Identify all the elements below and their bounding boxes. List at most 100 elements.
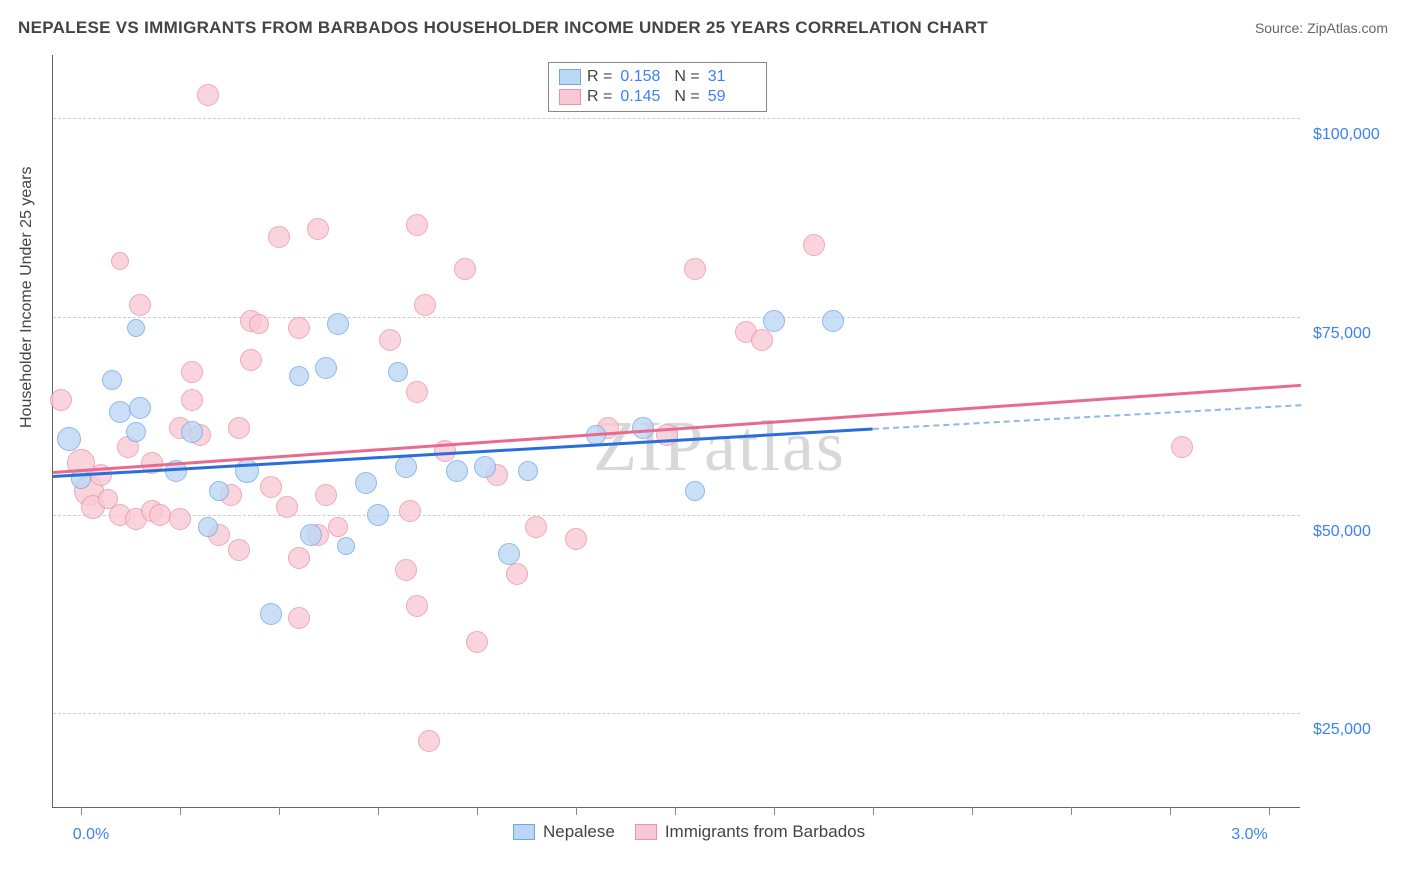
legend-r-label: R = (587, 88, 612, 106)
x-tick-label: 0.0% (73, 826, 109, 844)
scatter-point-b (406, 381, 428, 403)
scatter-point-b (315, 484, 337, 506)
correlation-legend: R = 0.158 N = 31 R = 0.145 N = 59 (548, 62, 767, 112)
scatter-point-a (474, 456, 496, 478)
scatter-point-b (379, 329, 401, 351)
scatter-point-b (50, 389, 72, 411)
scatter-point-b (506, 563, 528, 585)
scatter-point-a (446, 460, 468, 482)
legend-n-label: N = (674, 68, 699, 86)
scatter-point-b (307, 218, 329, 240)
legend-n-label: N = (674, 88, 699, 106)
y-tick-label: $100,000 (1313, 126, 1380, 144)
scatter-point-b (149, 504, 171, 526)
scatter-point-a (300, 524, 322, 546)
legend-series-name: Immigrants from Barbados (665, 822, 865, 842)
gridline-h (53, 118, 1300, 119)
scatter-point-a (209, 481, 229, 501)
scatter-point-b (684, 258, 706, 280)
scatter-point-b (228, 539, 250, 561)
chart-title: NEPALESE VS IMMIGRANTS FROM BARBADOS HOU… (18, 18, 988, 38)
scatter-point-b (260, 476, 282, 498)
scatter-point-a (260, 603, 282, 625)
scatter-point-a (315, 357, 337, 379)
scatter-point-a (763, 310, 785, 332)
x-tick (81, 807, 82, 815)
scatter-point-a (327, 313, 349, 335)
scatter-point-a (57, 427, 81, 451)
x-tick (972, 807, 973, 815)
scatter-point-b (129, 294, 151, 316)
chart-container: Householder Income Under 25 years ZIPatl… (52, 48, 1388, 848)
scatter-point-b (803, 234, 825, 256)
x-tick (1071, 807, 1072, 815)
x-tick (1170, 807, 1171, 815)
scatter-point-a (129, 397, 151, 419)
scatter-point-b (228, 417, 250, 439)
gridline-h (53, 713, 1300, 714)
legend-row: R = 0.158 N = 31 (559, 67, 756, 87)
x-tick-label: 3.0% (1231, 826, 1267, 844)
legend-r-value: 0.145 (620, 88, 668, 106)
scatter-point-b (268, 226, 290, 248)
x-tick (477, 807, 478, 815)
scatter-point-a (102, 370, 122, 390)
y-tick-label: $25,000 (1313, 721, 1371, 739)
scatter-point-b (418, 730, 440, 752)
gridline-h (53, 515, 1300, 516)
x-tick (576, 807, 577, 815)
scatter-point-b (181, 361, 203, 383)
scatter-point-b (169, 508, 191, 530)
legend-r-value: 0.158 (620, 68, 668, 86)
legend-n-value: 59 (708, 88, 756, 106)
x-tick (675, 807, 676, 815)
source-label: Source: ZipAtlas.com (1255, 20, 1388, 36)
scatter-point-a (395, 456, 417, 478)
scatter-point-a (632, 417, 654, 439)
legend-item: Immigrants from Barbados (635, 822, 865, 842)
scatter-point-a (388, 362, 408, 382)
scatter-point-a (518, 461, 538, 481)
scatter-point-a (355, 472, 377, 494)
scatter-point-b (288, 317, 310, 339)
scatter-point-b (111, 252, 129, 270)
scatter-point-a (498, 543, 520, 565)
series-legend: Nepalese Immigrants from Barbados (513, 822, 865, 842)
scatter-point-b (406, 595, 428, 617)
x-tick (279, 807, 280, 815)
scatter-point-b (240, 349, 262, 371)
scatter-point-b (1171, 436, 1193, 458)
y-tick-label: $50,000 (1313, 523, 1371, 541)
scatter-point-b (249, 314, 269, 334)
scatter-point-b (454, 258, 476, 280)
scatter-point-b (751, 329, 773, 351)
scatter-point-b (525, 516, 547, 538)
scatter-point-b (288, 547, 310, 569)
legend-r-label: R = (587, 68, 612, 86)
y-axis-label: Householder Income Under 25 years (18, 167, 36, 428)
scatter-point-a (685, 481, 705, 501)
scatter-point-a (126, 422, 146, 442)
scatter-point-a (181, 421, 203, 443)
plot-area: ZIPatlas $25,000$50,000$75,000$100,0000.… (52, 55, 1300, 808)
regression-line (873, 404, 1301, 430)
scatter-point-b (565, 528, 587, 550)
scatter-point-b (328, 517, 348, 537)
legend-n-value: 31 (708, 68, 756, 86)
x-tick (180, 807, 181, 815)
scatter-point-a (367, 504, 389, 526)
legend-series-name: Nepalese (543, 822, 615, 842)
scatter-point-a (198, 517, 218, 537)
y-tick-label: $75,000 (1313, 325, 1371, 343)
scatter-point-b (414, 294, 436, 316)
scatter-point-b (395, 559, 417, 581)
scatter-point-b (276, 496, 298, 518)
x-tick (774, 807, 775, 815)
scatter-point-b (406, 214, 428, 236)
scatter-point-a (109, 401, 131, 423)
legend-item: Nepalese (513, 822, 615, 842)
scatter-point-a (127, 319, 145, 337)
scatter-point-b (466, 631, 488, 653)
scatter-point-b (288, 607, 310, 629)
legend-swatch (559, 89, 581, 105)
